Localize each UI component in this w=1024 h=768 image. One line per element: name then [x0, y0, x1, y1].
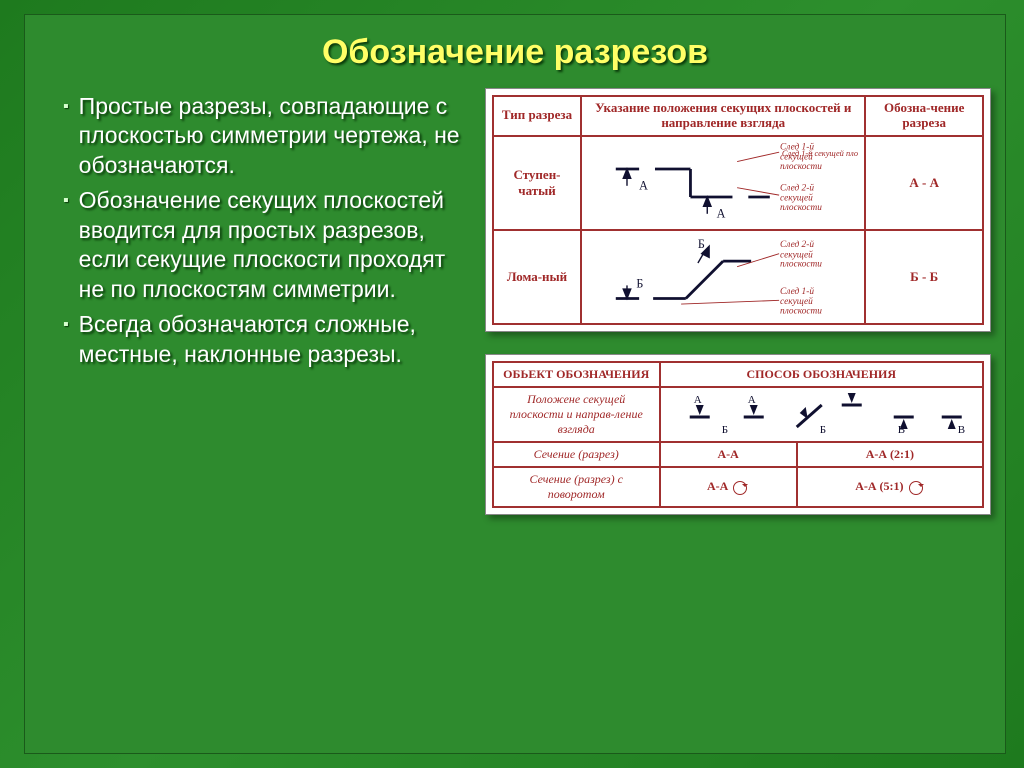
svg-text:Б: Б [698, 237, 705, 251]
rotation-icon [909, 481, 923, 495]
row-label: Положене секущей плоскости и направ-лени… [493, 387, 660, 442]
svg-text:А: А [639, 178, 648, 192]
cell: А-А (2:1) [797, 442, 983, 467]
figure-designation-methods: ОБЬЕКТ ОБОЗНАЧЕНИЯ СПОСОБ ОБОЗНАЧЕНИЯ По… [485, 354, 991, 515]
bullet-text: Всегда обозначаются сложные, местные, на… [79, 310, 467, 369]
svg-text:Б: Б [636, 276, 643, 290]
col-header: Указание положения секущих плоскостей и … [581, 96, 865, 136]
bullet-text: Простые разрезы, совпадающие с плоскость… [79, 92, 467, 180]
page-title: Обозначение разрезов [25, 15, 1005, 84]
svg-text:В: В [897, 424, 904, 436]
bullet-text: Обозначение секущих плоскостей вводится … [79, 186, 467, 304]
list-item: ▪ Обозначение секущих плоскостей вводитс… [63, 186, 467, 304]
bullet-icon: ▪ [63, 98, 69, 116]
row-label: Сечение (разрез) [493, 442, 660, 467]
designation: Б - Б [865, 230, 983, 324]
col-header: СПОСОБ ОБОЗНАЧЕНИЯ [660, 362, 983, 387]
col-header: Обозна-чение разреза [865, 96, 983, 136]
diagram-broken: Б Б След 2-й секущей плоскости След 1-й … [581, 230, 865, 324]
diagram-cutting-plane: А Б А Б В В [660, 387, 983, 442]
row-label: Ступен-чатый [493, 136, 581, 230]
svg-text:А: А [747, 394, 755, 406]
bullet-icon: ▪ [63, 316, 69, 334]
svg-text:Б: Б [721, 424, 727, 436]
svg-text:А: А [717, 206, 726, 220]
col-header: Тип разреза [493, 96, 581, 136]
bullet-list: ▪ Простые разрезы, совпадающие с плоскос… [39, 84, 477, 537]
cell: А-А [660, 442, 797, 467]
svg-text:А: А [693, 394, 701, 406]
cell: А-А [660, 467, 797, 507]
bullet-icon: ▪ [63, 192, 69, 210]
col-header: ОБЬЕКТ ОБОЗНАЧЕНИЯ [493, 362, 660, 387]
list-item: ▪ Простые разрезы, совпадающие с плоскос… [63, 92, 467, 180]
rotation-icon [733, 481, 747, 495]
row-label: Сечение (разрез) с поворотом [493, 467, 660, 507]
figure-section-types: Тип разреза Указание положения секущих п… [485, 88, 991, 332]
row-label: Лома-ный [493, 230, 581, 324]
svg-text:В: В [957, 424, 964, 436]
diagram-stepped: А А След 1-й секущей плоскости След 1-й … [581, 136, 865, 230]
list-item: ▪ Всегда обозначаются сложные, местные, … [63, 310, 467, 369]
svg-text:Б: Б [819, 424, 825, 436]
cell: А-А (5:1) [797, 467, 983, 507]
designation: А - А [865, 136, 983, 230]
